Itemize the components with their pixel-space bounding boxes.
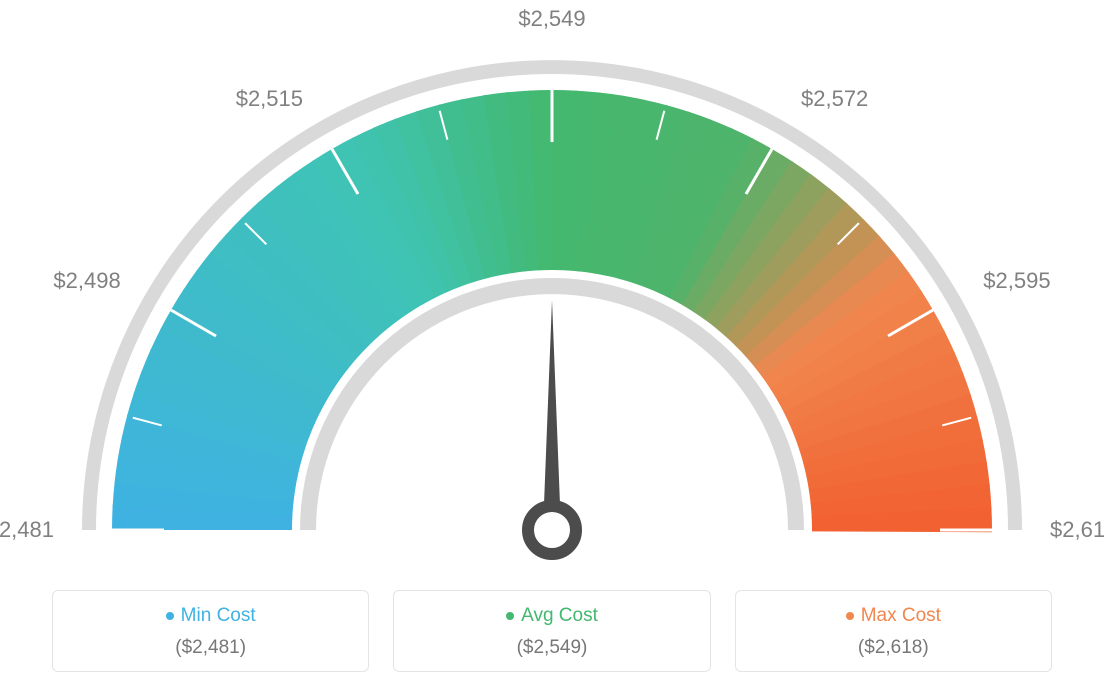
legend-avg-value: ($2,549): [406, 637, 697, 659]
legend-max-head: Max Cost: [846, 605, 941, 627]
legend-avg-label: Avg Cost: [521, 605, 598, 627]
legend-min-dot-icon: [166, 612, 174, 620]
legend-card-min: Min Cost ($2,481): [52, 590, 369, 672]
gauge-tick-label: $2,595: [983, 268, 1050, 294]
gauge-area: $2,481 $2,498 $2,515 $2,549 $2,572 $2,595 $2,6…: [0, 0, 1104, 560]
legend-max-value: ($2,618): [748, 637, 1039, 659]
gauge-svg: [52, 30, 1052, 570]
legend-avg-dot-icon: [506, 612, 514, 620]
gauge-tick-label: $2,572: [801, 86, 868, 112]
legend-card-max: Max Cost ($2,618): [735, 590, 1052, 672]
gauge-cost-chart: $2,481 $2,498 $2,515 $2,549 $2,572 $2,595 $2,6…: [0, 0, 1104, 690]
legend-avg-head: Avg Cost: [506, 605, 598, 627]
legend-max-label: Max Cost: [861, 605, 941, 627]
legend-max-dot-icon: [846, 612, 854, 620]
gauge-tick-label: $2,498: [53, 268, 120, 294]
gauge-tick-label: $2,549: [518, 6, 585, 32]
legend-min-head: Min Cost: [166, 605, 256, 627]
legend-min-label: Min Cost: [181, 605, 256, 627]
gauge-tick-label: $2,515: [236, 86, 303, 112]
gauge-tick-label: $2,481: [0, 517, 54, 543]
legend-min-value: ($2,481): [65, 637, 356, 659]
gauge-tick-label: $2,618: [1050, 517, 1104, 543]
legend-row: Min Cost ($2,481) Avg Cost ($2,549) Max …: [0, 590, 1104, 672]
legend-card-avg: Avg Cost ($2,549): [393, 590, 710, 672]
